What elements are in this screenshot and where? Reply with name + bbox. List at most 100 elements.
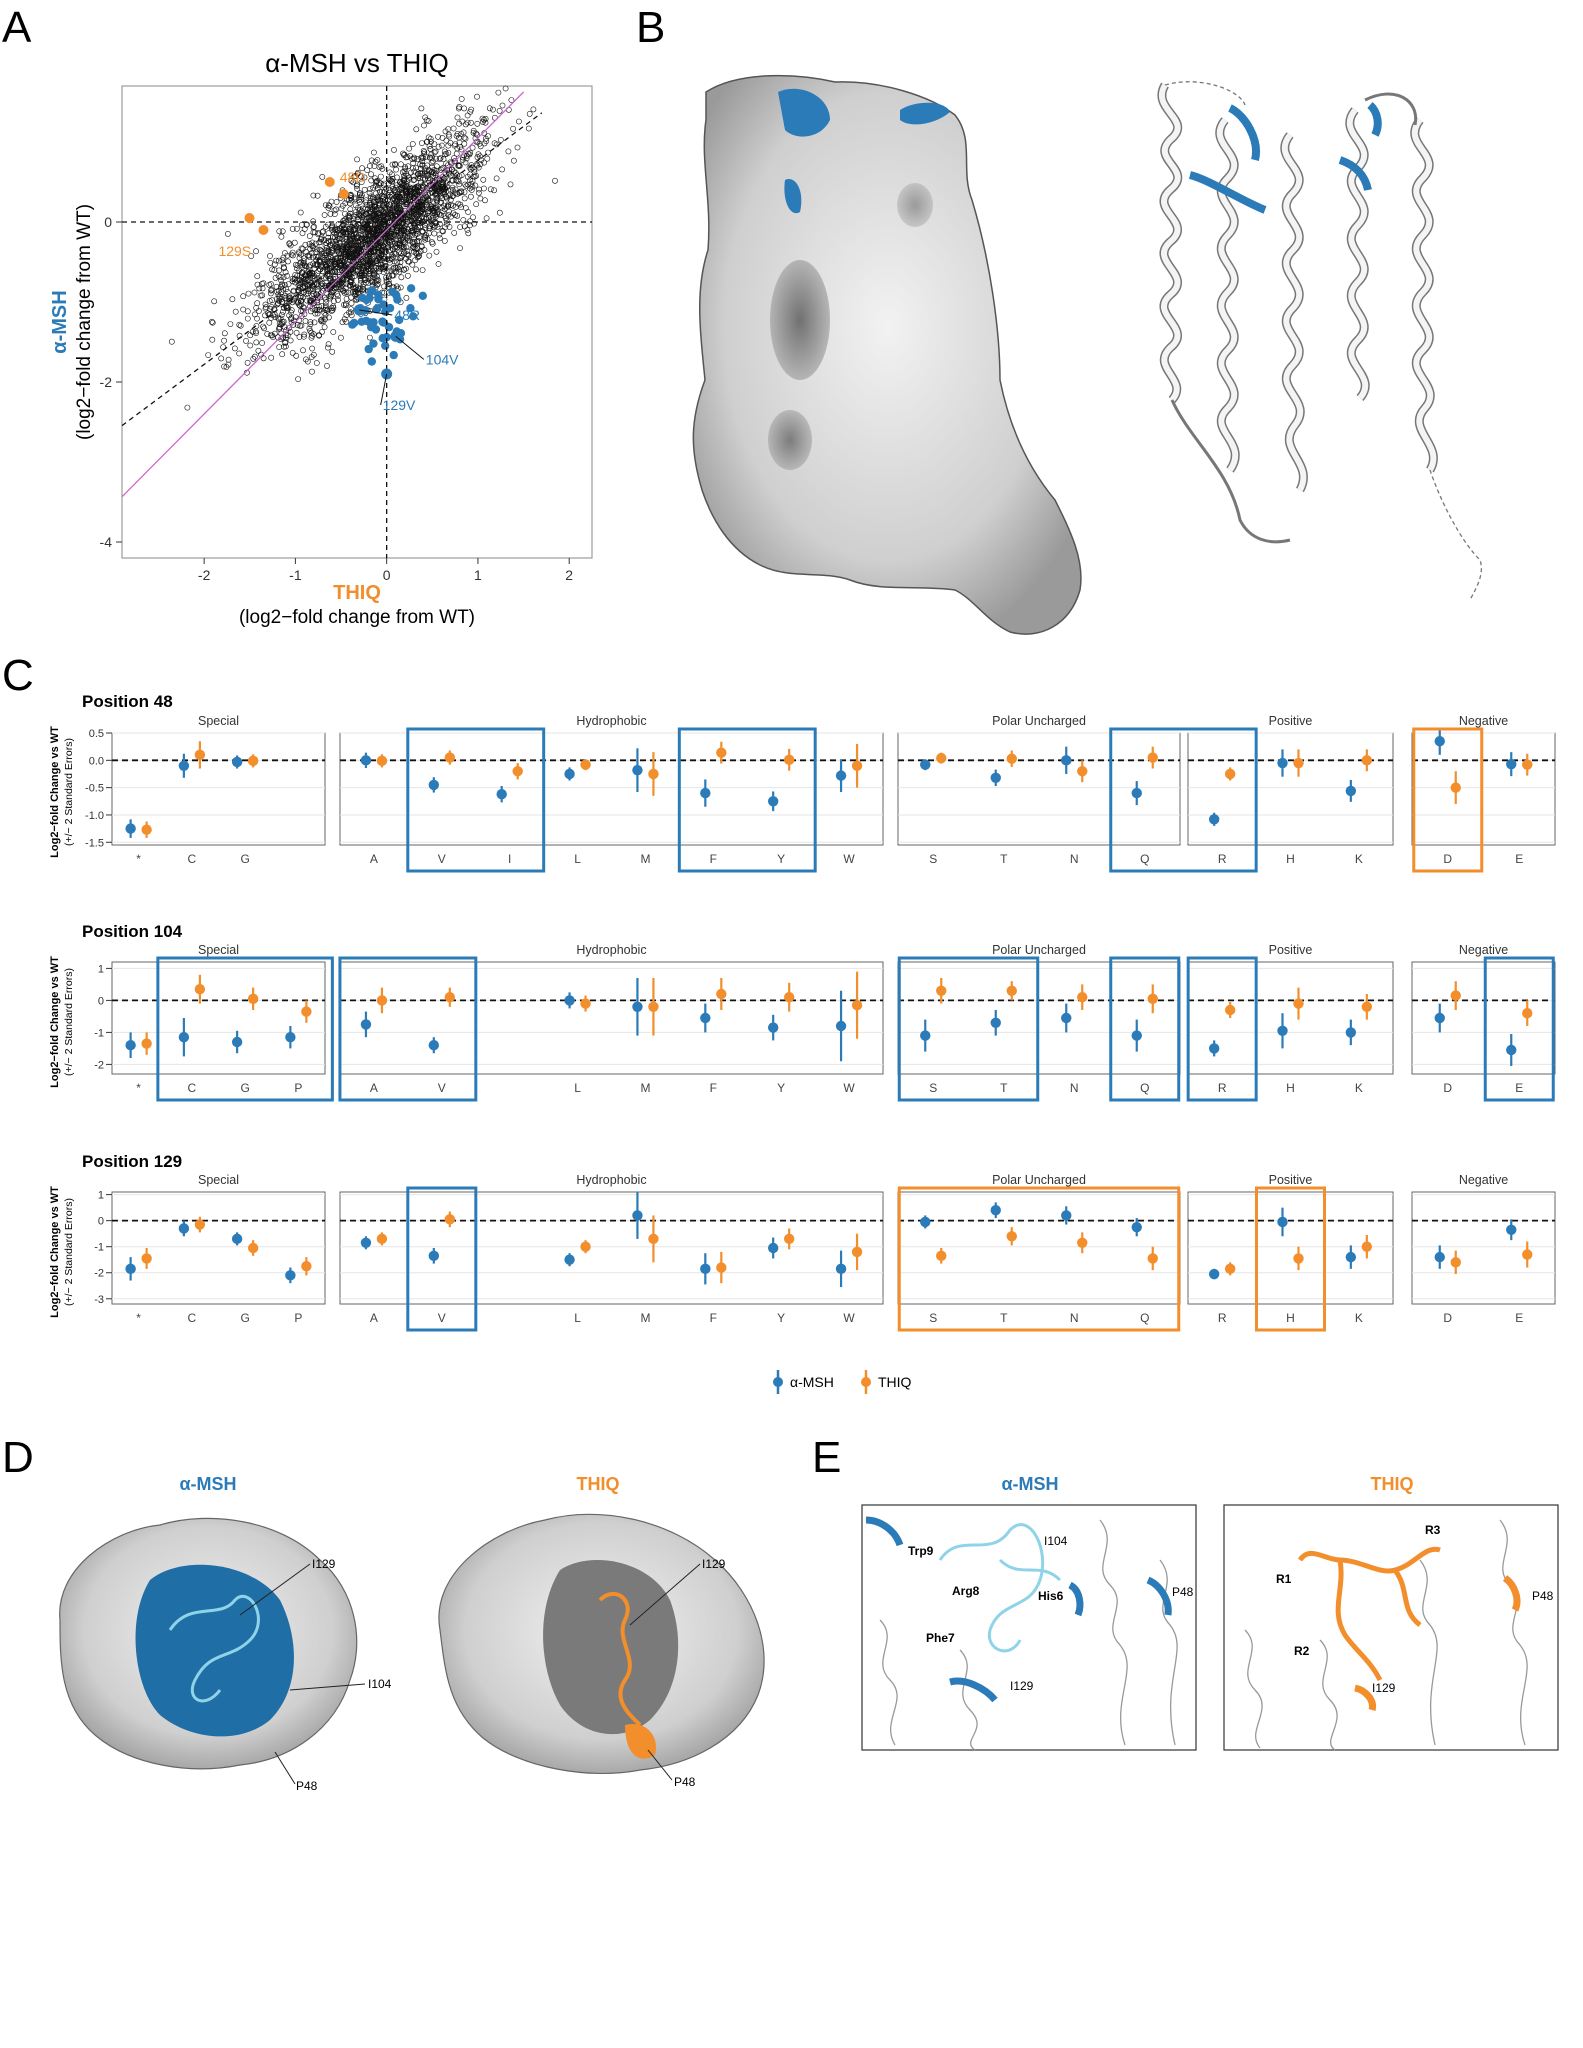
scatter-point xyxy=(300,258,307,265)
scatter-point xyxy=(438,212,444,219)
residue-label: K xyxy=(1355,852,1363,866)
point-amsh xyxy=(1345,785,1357,797)
scatter-point xyxy=(407,193,413,200)
scatter-point xyxy=(366,258,373,265)
scatter-point xyxy=(418,170,425,177)
scatter-point xyxy=(482,135,489,142)
scatter-point xyxy=(372,201,379,208)
label-i129-e2: I129 xyxy=(1372,1681,1396,1695)
scatter-point xyxy=(430,210,437,216)
scatter-point xyxy=(454,130,461,137)
scatter-point xyxy=(456,134,462,141)
scatter-point xyxy=(331,211,338,217)
label-p48-thiq: P48 xyxy=(674,1775,696,1789)
scatter-point xyxy=(307,246,314,252)
point-amsh xyxy=(428,779,440,791)
scatter-point xyxy=(461,140,468,147)
scatter-point xyxy=(275,291,282,298)
scatter-point xyxy=(343,251,349,258)
scatter-point xyxy=(287,242,294,249)
scatter-point xyxy=(311,229,318,236)
scatter-point xyxy=(277,284,284,290)
scatter-point xyxy=(445,131,452,138)
scatter-point xyxy=(272,314,278,320)
highlight-box xyxy=(1109,727,1258,873)
scatter-point xyxy=(275,300,282,307)
scatter-point xyxy=(481,130,488,137)
scatter-point xyxy=(406,174,412,181)
scatter-point xyxy=(318,316,325,323)
point-amsh xyxy=(700,787,711,799)
highlight-label-orange: 48D xyxy=(340,169,366,185)
scatter-point xyxy=(407,152,413,159)
scatter-point xyxy=(351,238,358,245)
panel-a-xlabel-sub: (log2−fold change from WT) xyxy=(239,607,475,628)
residue-label: E xyxy=(1515,1311,1523,1325)
scatter-point xyxy=(456,104,463,110)
point-thiq xyxy=(1006,1231,1017,1242)
scatter-point xyxy=(328,307,335,314)
highlight-label-blue: 48R xyxy=(394,307,420,323)
scatter-point xyxy=(322,296,329,303)
scatter-point xyxy=(499,166,505,173)
panel-d-surfaces: α-MSH THIQ I129 I104 P48 I129 P48 xyxy=(59,1474,765,1793)
residue-label: H xyxy=(1286,1081,1295,1095)
scatter-point xyxy=(362,241,369,248)
scatter-point xyxy=(374,231,381,238)
scatter-point xyxy=(457,144,463,150)
scatter-point xyxy=(326,238,332,245)
scatter-point xyxy=(348,306,354,313)
point-amsh xyxy=(564,995,575,1006)
scatter-point xyxy=(310,192,317,199)
scatter-point xyxy=(224,230,231,237)
point-amsh xyxy=(632,764,643,776)
scatter-point xyxy=(327,210,334,217)
panel-c-ylabel: Log2−fold Change vs WT xyxy=(49,956,61,1088)
scatter-point xyxy=(300,333,307,340)
scatter-point xyxy=(308,354,315,360)
scatter-point xyxy=(370,149,377,156)
scatter-point xyxy=(360,286,367,293)
scatter-point xyxy=(381,253,387,260)
scatter-point xyxy=(465,230,472,237)
scatter-point xyxy=(389,272,395,279)
scatter-point xyxy=(348,300,355,307)
scatter-point xyxy=(339,319,346,326)
scatter-point xyxy=(279,228,286,235)
scatter-point xyxy=(309,345,315,352)
scatter-point xyxy=(399,198,406,205)
scatter-point xyxy=(273,295,280,302)
residue-label: C xyxy=(188,1081,197,1095)
scatter-point xyxy=(290,288,297,295)
point-thiq xyxy=(580,759,591,770)
scatter-point xyxy=(373,244,380,251)
scatter-point xyxy=(408,169,414,176)
scatter-point xyxy=(375,277,382,284)
label-i104: I104 xyxy=(368,1677,392,1691)
scatter-point xyxy=(474,93,480,100)
scatter-point xyxy=(400,150,406,157)
scatter-point xyxy=(401,267,407,273)
label-p48-e2: P48 xyxy=(1532,1589,1554,1603)
scatter-point xyxy=(292,314,299,320)
scatter-point xyxy=(334,269,341,276)
scatter-point xyxy=(329,240,336,247)
point-amsh xyxy=(178,1223,190,1234)
scatter-point xyxy=(313,297,320,304)
scatter-point xyxy=(390,246,397,253)
point-thiq xyxy=(194,749,206,761)
point-amsh xyxy=(1345,1027,1357,1038)
scatter-point xyxy=(421,247,428,253)
scatter-point xyxy=(362,231,369,237)
highlight-label-blue: 129V xyxy=(383,397,416,413)
bound-thiq xyxy=(598,1592,642,1727)
blue-segment xyxy=(1146,1576,1172,1616)
scatter-point xyxy=(358,251,365,257)
scatter-point xyxy=(329,223,335,230)
scatter-point xyxy=(348,248,355,254)
point-thiq xyxy=(512,766,523,777)
scatter-point xyxy=(330,288,337,295)
scatter-point xyxy=(348,294,354,301)
scatter-point xyxy=(326,295,333,302)
scatter-point xyxy=(439,189,446,196)
